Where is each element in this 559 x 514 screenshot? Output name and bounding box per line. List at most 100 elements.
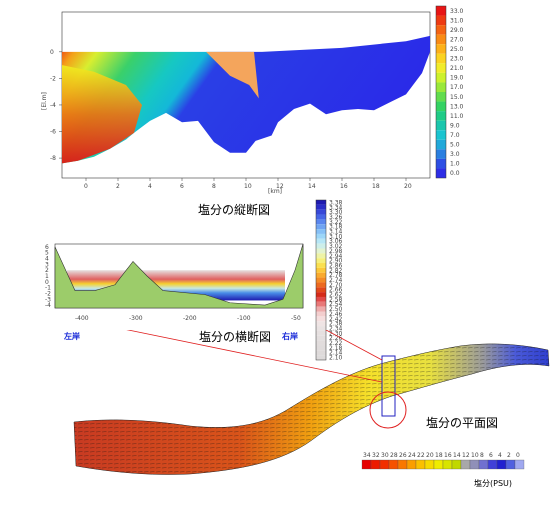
cross-colorbar-label: 2.38 (329, 321, 343, 328)
longitudinal-y-label: [El.m] (41, 92, 48, 110)
cross-x-tick-label: -300 (129, 315, 143, 322)
cross-y-tick-label: -2 (45, 290, 51, 297)
plan-colorbar-swatch (424, 459, 435, 470)
plan-colorbar-label: 10 (471, 452, 479, 459)
longitudinal-colorbar-swatch (436, 168, 446, 178)
plan-colorbar-label: 20 (426, 452, 434, 459)
longitudinal-colorbar-label: 29.0 (450, 27, 464, 34)
longitudinal-colorbar-swatch (436, 101, 446, 112)
cross-colorbar-label: 2.82 (329, 267, 343, 274)
longitudinal-surface-patch (206, 51, 259, 99)
cross-colorbar-label: 2.10 (329, 355, 343, 362)
cross-colorbar-swatch (316, 224, 326, 230)
cross-y-tick-label: 4 (45, 256, 49, 263)
plan-colorbar-label: 30 (381, 452, 389, 459)
cross-colorbar-label: 2.62 (329, 292, 343, 299)
longitudinal-colorbar-label: 31.0 (450, 17, 464, 24)
longitudinal-colorbar-label: 25.0 (450, 46, 464, 53)
cross-colorbar-label: 3.02 (329, 243, 343, 250)
callout-line-upper (299, 315, 383, 361)
cross-colorbar-label: 2.14 (329, 350, 343, 357)
plan-colorbar-swatch (451, 459, 462, 470)
cross-colorbar-swatch (316, 340, 326, 346)
cross-colorbar-label: 3.14 (329, 229, 343, 236)
cross-colorbar-label: 2.70 (329, 282, 343, 289)
cross-colorbar-swatch (316, 204, 326, 210)
cross-colorbar-swatch (316, 219, 326, 225)
longitudinal-high-salinity-zone (62, 65, 142, 164)
plan-cross-section-marker (381, 355, 396, 417)
plan-colorbar-swatch (379, 459, 390, 470)
longitudinal-x-tick-label: 20 (404, 183, 412, 190)
plan-colorbar-label: 18 (435, 452, 443, 459)
cross-colorbar-label: 2.54 (329, 301, 343, 308)
longitudinal-colorbar-label: 17.0 (450, 84, 464, 91)
cross-colorbar-svg: 3.383.343.303.263.223.183.143.103.063.02… (315, 199, 343, 362)
longitudinal-y-tick-label: -6 (50, 129, 56, 136)
cross-plot-area (54, 243, 304, 309)
longitudinal-colorbar-label: 13.0 (450, 103, 464, 110)
cross-colorbar-label: 3.22 (329, 219, 343, 226)
longitudinal-colorbar-label: 9.0 (450, 122, 460, 129)
cross-colorbar-label: 3.38 (329, 199, 343, 206)
cross-colorbar-label: 3.18 (329, 224, 343, 231)
cross-x-ticks: -400 -300 -200 -100 -50 (75, 315, 301, 322)
longitudinal-colorbar-swatch (436, 149, 446, 159)
longitudinal-colorbar: 33.0 31.0 29.0 27.0 25.0 23.0 21.0 19.0 17.0 15.0… (435, 5, 464, 179)
cross-y-tick-label: 2 (45, 267, 49, 274)
longitudinal-x-tick-label: 10 (244, 183, 252, 190)
longitudinal-colorbar-label: 5.0 (450, 142, 460, 149)
callout-line-lower (59, 315, 383, 383)
cross-colorbar-swatch (316, 258, 326, 264)
plan-colorbar-label: 24 (408, 452, 416, 459)
cross-colorbar-swatch (316, 301, 326, 307)
cross-colorbar-swatch (316, 277, 326, 283)
plan-colorbar-label: 16 (444, 452, 452, 459)
longitudinal-colorbar-label: 0.0 (450, 170, 460, 177)
longitudinal-colorbar-swatch (436, 25, 446, 35)
plan-colorbar-swatch (487, 459, 498, 470)
longitudinal-x-tick-label: 16 (340, 183, 348, 190)
cross-colorbar-swatch (316, 267, 326, 273)
plan-unit-label: 塩分(PSU) (474, 479, 512, 488)
cross-colorbar-swatch (316, 253, 326, 259)
plan-colorbar-label: 34 (363, 452, 371, 459)
cross-colorbar-swatch (316, 229, 326, 234)
longitudinal-colorbar-swatch (436, 120, 446, 131)
longitudinal-x-tick-label: 18 (372, 183, 380, 190)
cross-colorbar-swatch (316, 350, 326, 356)
right-bank-label: 右岸 (282, 332, 298, 341)
longitudinal-svg: 0 2 4 6 8 10 12 14 16 18 20 0-2-4-6-8 [km] [El.m] … (41, 5, 464, 195)
cross-colorbar-swatch (316, 292, 326, 297)
plan-colorbar: 34 32 30 28 26 24 22 20 18 16 14 12 10 8 6 4 2 0 (361, 452, 525, 470)
plan-colorbar-swatch (361, 459, 372, 470)
plan-colorbar-swatch (505, 459, 516, 470)
cross-colorbar-swatch (316, 272, 326, 278)
longitudinal-colorbar-swatch (436, 53, 446, 64)
cross-y-tick-label: 6 (45, 244, 49, 251)
longitudinal-colorbar-swatch (436, 15, 446, 26)
longitudinal-colorbar-swatch (436, 139, 446, 150)
longitudinal-y-ticks: 0 -2 -4 -6 -8 (50, 49, 62, 162)
longitudinal-x-ticks: 0 2 4 6 8 10 12 14 16 18 20 (84, 178, 412, 190)
plan-colorbar-label: 28 (390, 452, 398, 459)
cross-chart: 6 5 4 3 2 1 0 -1 -2 -3 -4 -400 -300 -200 -100 -50 (0, 238, 330, 330)
longitudinal-colorbar-label: 7.0 (450, 132, 460, 139)
cross-x-tick-label: -50 (291, 315, 301, 322)
plan-caption: 塩分の平面図 (426, 416, 499, 430)
longitudinal-colorbar-label: 11.0 (450, 113, 464, 120)
longitudinal-colorbar-swatch (436, 82, 446, 92)
cross-colorbar-swatch (316, 238, 326, 244)
longitudinal-colorbar-label: 3.0 (450, 151, 460, 158)
longitudinal-x-tick-label: 4 (148, 183, 152, 190)
cross-colorbar-swatch (316, 306, 326, 312)
plan-colorbar-swatch (370, 459, 381, 470)
longitudinal-x-tick-label: 0 (84, 183, 88, 190)
left-bank-label: 左岸 (64, 332, 80, 341)
cross-colorbar-swatch (316, 263, 326, 268)
cross-colorbar-swatch (316, 209, 326, 215)
longitudinal-colorbar-swatch (436, 92, 446, 102)
longitudinal-colorbar-swatch (436, 111, 446, 121)
cross-colorbar-swatch (316, 335, 326, 341)
